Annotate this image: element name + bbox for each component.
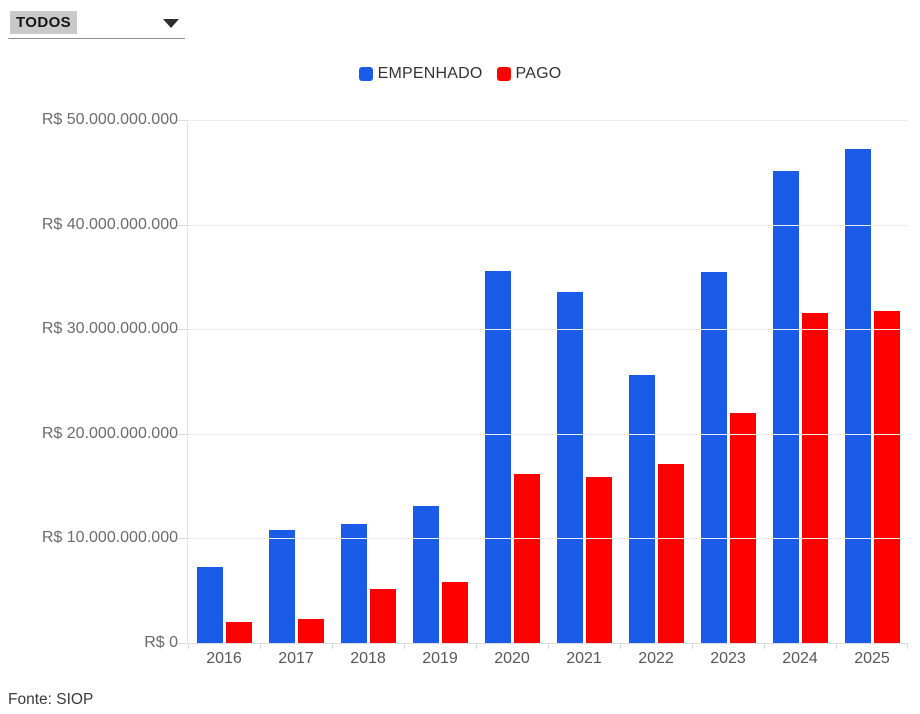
bar-group-2019 [404,120,476,643]
gridline [188,433,908,435]
y-axis-label: R$ 30.000.000.000 [41,320,178,338]
y-axis-tick [177,224,187,226]
y-axis-line [187,120,188,643]
bar-empenhado-2019[interactable] [412,506,439,643]
plot-area [187,120,908,649]
x-axis-tick [548,643,549,649]
bar-pago-2024[interactable] [801,312,828,643]
y-axis-label: R$ 50.000.000.000 [41,111,178,128]
bar-group-2023 [692,120,764,643]
bar-pago-2017[interactable] [297,618,324,643]
gridline [188,224,908,226]
x-axis-tick [260,643,261,649]
bar-empenhado-2022[interactable] [628,375,655,643]
x-axis-tick [620,643,621,649]
x-axis-label-2022: 2022 [638,650,674,667]
x-axis-tick [764,643,765,649]
legend-label: EMPENHADO [377,65,483,82]
y-axis-label: R$ 20.000.000.000 [41,424,178,442]
legend-label: PAGO [515,65,562,82]
legend-item-pago: PAGO [496,65,562,83]
x-axis-tick [332,643,333,649]
bar-empenhado-2020[interactable] [484,270,511,643]
y-axis-label: R$ 10.000.000.000 [41,529,178,547]
gridline [188,120,908,121]
source-note: Fonte: SIOP [8,691,94,708]
y-axis-label: R$ 0 [144,634,178,651]
bar-empenhado-2016[interactable] [196,566,223,643]
x-axis-tick [836,643,837,649]
y-axis-tick [177,120,187,121]
filter-dropdown-value: TODOS [10,11,78,34]
y-axis-tick [177,643,187,644]
bar-empenhado-2023[interactable] [700,271,727,643]
bar-pago-2020[interactable] [513,473,540,643]
bar-empenhado-2024[interactable] [772,171,799,643]
x-axis-label-2024: 2024 [782,650,818,667]
x-axis-tick [476,643,477,649]
x-axis-tick [188,643,189,649]
x-axis-label-2017: 2017 [278,650,314,667]
chevron-down-icon [163,19,179,28]
bar-pago-2025[interactable] [873,311,900,643]
bar-pago-2019[interactable] [441,582,468,643]
legend-swatch-empenhado [358,67,373,81]
legend-item-empenhado: EMPENHADO [358,65,483,83]
x-axis-tick [692,643,693,649]
bar-empenhado-2018[interactable] [340,523,367,643]
bar-empenhado-2017[interactable] [268,530,295,643]
bar-pago-2016[interactable] [225,622,252,643]
bar-group-2020 [476,120,548,643]
bar-pago-2021[interactable] [585,476,612,643]
y-axis-tick [177,538,187,540]
bar-group-2021 [548,120,620,643]
bar-pago-2022[interactable] [657,464,684,643]
bar-group-2024 [764,120,836,643]
bar-pago-2023[interactable] [729,412,756,643]
x-axis: 2016 2017 2018 2019 2020 2021 2022 2023 2024 2025 [188,650,908,668]
x-axis-tick [404,643,405,649]
filter-dropdown[interactable]: TODOS [8,8,185,39]
legend-swatch-pago [496,67,511,81]
y-axis-tick [177,433,187,435]
y-axis-tick [177,329,187,331]
legend: EMPENHADO PAGO [0,65,920,83]
x-axis-label-2021: 2021 [566,650,602,667]
y-axis: R$ 0 R$ 10.000.000.000 R$ 20.000.000.000 R$… [0,111,188,651]
bar-pago-2018[interactable] [369,588,396,643]
x-axis-label-2019: 2019 [422,650,458,667]
x-axis-label-2025: 2025 [854,650,890,667]
x-axis-label-2016: 2016 [206,650,242,667]
bar-group-2018 [332,120,404,643]
bar-empenhado-2021[interactable] [556,291,583,643]
y-axis-label: R$ 40.000.000.000 [41,215,178,233]
x-axis-tick [907,643,908,649]
bar-group-2017 [260,120,332,643]
bar-group-2025 [836,120,908,643]
x-axis-label-2023: 2023 [710,650,746,667]
gridline [188,329,908,331]
x-axis-label-2018: 2018 [350,650,386,667]
bar-empenhado-2025[interactable] [844,149,871,643]
bar-group-2022 [620,120,692,643]
x-axis-label-2020: 2020 [494,650,530,667]
gridline [188,538,908,540]
bar-group-2016 [188,120,260,643]
bar-groups [188,120,908,643]
